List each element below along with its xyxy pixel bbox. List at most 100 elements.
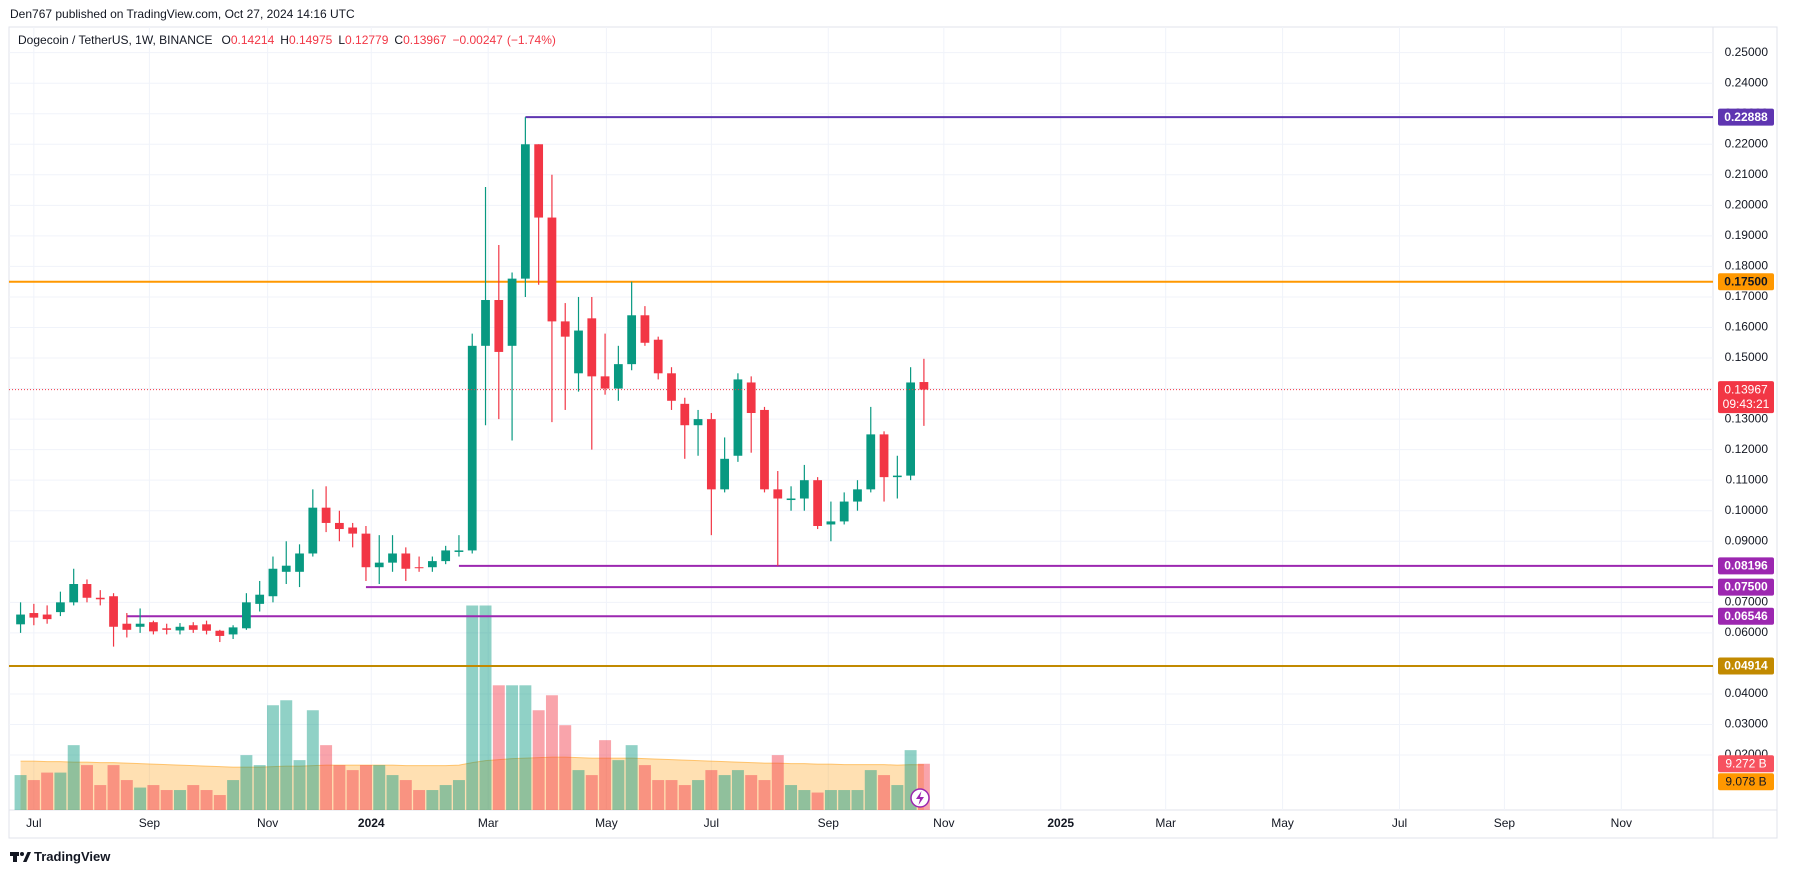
- y-tick-label: 0.19000: [1725, 228, 1769, 242]
- volume-bar: [27, 780, 40, 810]
- ohlc-letter: L: [338, 33, 346, 47]
- volume-bar: [240, 755, 253, 810]
- flash-icon-bolt: [916, 791, 924, 805]
- volume-bar: [811, 792, 824, 810]
- level-label-box: [1718, 108, 1774, 126]
- volume-bar: [200, 790, 213, 810]
- volume-bar: [41, 772, 54, 810]
- symbol: Dogecoin / TetherUS, 1W, BINANCE: [18, 33, 213, 47]
- candle-body: [388, 553, 397, 563]
- level-label-box: [1718, 273, 1774, 291]
- volume-bar: [838, 790, 851, 810]
- level-label-box: [1718, 607, 1774, 625]
- candle-body: [414, 567, 424, 569]
- x-tick-label: Nov: [1611, 816, 1632, 830]
- countdown: 09:43:21: [1723, 397, 1770, 411]
- y-tick-label: 0.22000: [1725, 136, 1769, 150]
- volume-ma-line: [20, 756, 924, 768]
- candle-body: [175, 626, 185, 631]
- candle-body: [706, 419, 716, 490]
- price-label-box: [1718, 381, 1774, 414]
- candle-body: [667, 373, 676, 401]
- candle-body: [720, 458, 730, 490]
- candle-body: [228, 627, 238, 635]
- volume-ma-label: 9.078 B: [1725, 774, 1766, 788]
- volume-ma-area: [20, 757, 924, 810]
- close-value: 0.13967: [403, 33, 447, 47]
- volume-bar: [426, 790, 439, 810]
- symbol-legend: Dogecoin / TetherUS, 1W, BINANCE O 0.142…: [18, 33, 560, 47]
- y-tick-label: 0.25000: [1725, 45, 1769, 59]
- volume-bar: [692, 780, 705, 810]
- volume-bar: [572, 770, 585, 810]
- volume-bar: [917, 763, 930, 810]
- volume-bar: [227, 780, 240, 810]
- x-tick-label: May: [1271, 816, 1294, 830]
- y-tick-label: 0.12000: [1725, 442, 1769, 456]
- y-tick-label: 0.07000: [1725, 595, 1769, 609]
- y-tick-label: 0.03000: [1725, 717, 1769, 731]
- candle-body: [162, 628, 172, 630]
- volume-bar: [904, 750, 917, 810]
- candle-body: [467, 345, 477, 551]
- y-tick-label: 0.18000: [1725, 259, 1769, 273]
- candle-body: [760, 409, 769, 490]
- chart-frame: [8, 26, 1778, 839]
- volume-bar: [718, 775, 731, 810]
- volume-bar: [745, 775, 758, 810]
- candle-body: [600, 376, 610, 389]
- volume-bar: [67, 745, 80, 810]
- volume-pane: [14, 605, 930, 810]
- candle-body: [879, 434, 889, 478]
- volume-bar: [54, 772, 67, 810]
- candle-body: [361, 533, 371, 568]
- ohlc-letter: O: [221, 33, 231, 47]
- logo-slash: [23, 852, 31, 862]
- candle-body: [520, 144, 530, 279]
- published-note: Den767 published on TradingView.com, Oct…: [10, 7, 355, 21]
- logo-dot: [20, 852, 24, 856]
- candle-body: [892, 475, 902, 478]
- candle-body: [627, 315, 637, 365]
- volume-bar: [266, 705, 279, 810]
- candle-body: [215, 630, 225, 636]
- volume-bar: [864, 770, 877, 810]
- candle-body: [202, 624, 211, 631]
- candle-body: [82, 584, 92, 598]
- candle-body: [135, 623, 145, 627]
- volume-bar: [731, 770, 744, 810]
- low-value: 0.12779: [345, 33, 389, 47]
- candles: [9, 117, 1713, 647]
- change: −0.00247: [452, 33, 503, 47]
- candle-body: [42, 614, 52, 620]
- volume-bar: [280, 700, 293, 810]
- x-tick-label: Mar: [1155, 816, 1176, 830]
- candle-body: [919, 382, 929, 390]
- volume-bar: [386, 775, 399, 810]
- x-tick-label: Jul: [1392, 816, 1407, 830]
- candle-body: [441, 550, 451, 562]
- candle-body: [95, 597, 105, 600]
- x-tick-label: Jul: [26, 816, 41, 830]
- candle-body: [308, 507, 318, 554]
- brand: TradingView: [34, 849, 111, 864]
- volume-bar: [187, 785, 200, 810]
- ohlc-letter: C: [394, 33, 404, 47]
- candle-body: [693, 419, 703, 426]
- x-tick-label: Sep: [1494, 816, 1516, 830]
- candle-body: [149, 622, 158, 632]
- y-tick-label: 0.13000: [1725, 411, 1769, 425]
- logo-stem: [13, 852, 17, 862]
- volume-bar: [399, 780, 412, 810]
- candle-body: [640, 315, 650, 343]
- candle-body: [786, 498, 796, 501]
- candle-body: [242, 602, 251, 629]
- level-label-box: [1718, 657, 1774, 675]
- level-label-box: [1718, 578, 1774, 596]
- candle-body: [799, 480, 809, 499]
- level-label: 0.22888: [1724, 110, 1768, 124]
- volume-bar: [824, 790, 837, 810]
- candle-body: [401, 553, 411, 569]
- volume-bar: [891, 785, 904, 810]
